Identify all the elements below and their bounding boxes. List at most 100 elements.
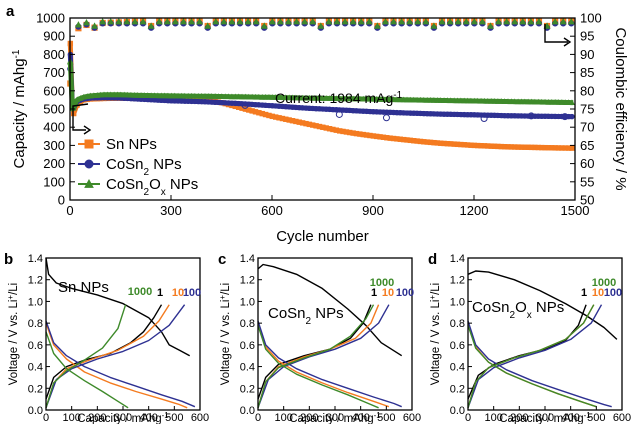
legend-marker-triangle bbox=[84, 178, 94, 188]
capacity-point-triangle bbox=[242, 93, 249, 100]
capacity-point-triangle bbox=[403, 96, 411, 103]
ce-point-triangle bbox=[414, 17, 422, 25]
arrow-left-axis bbox=[72, 103, 89, 131]
ce-point-triangle bbox=[357, 17, 365, 25]
capacity-point-triangle bbox=[215, 93, 222, 99]
capacity-point-triangle bbox=[212, 93, 219, 99]
ce-point-triangle bbox=[268, 17, 276, 25]
curve-discharge-cycle-1-d bbox=[467, 270, 618, 340]
y-axis-label-right-a: Coulombic efficiency / % bbox=[612, 27, 629, 190]
capacity-point-triangle bbox=[299, 94, 306, 101]
ce-point-triangle bbox=[559, 17, 567, 25]
ce-point-triangle bbox=[365, 17, 373, 25]
curve-discharge-cycle-100-c bbox=[257, 320, 402, 408]
ce-point-triangle bbox=[317, 22, 325, 29]
capacity-outlier bbox=[335, 110, 343, 118]
cycle-label-100-d: 100 bbox=[604, 287, 622, 299]
cycle-label-1000-b: 1000 bbox=[128, 286, 152, 298]
capacity-point-triangle bbox=[390, 96, 397, 102]
y-tick-label-left-a: 100 bbox=[43, 174, 65, 189]
curve-charge-cycle-1000-d bbox=[467, 304, 595, 408]
ce-point-triangle bbox=[83, 18, 90, 26]
material-label-b: Sn NPs bbox=[58, 279, 109, 296]
capacity-point-triangle bbox=[164, 92, 172, 99]
y-tick-label-b: 1.0 bbox=[28, 296, 43, 308]
cycle-label-1-d: 1 bbox=[581, 287, 587, 299]
capacity-point-triangle bbox=[339, 95, 347, 102]
y-tick-label-b: 0.6 bbox=[28, 340, 43, 352]
capacity-point-triangle bbox=[276, 94, 283, 100]
curve-discharge-cycle-10-c bbox=[257, 322, 390, 408]
capacity-point-triangle bbox=[484, 97, 491, 104]
capacity-point-triangle bbox=[279, 94, 286, 100]
capacity-point-triangle bbox=[269, 94, 276, 100]
capacity-point-triangle bbox=[117, 91, 124, 98]
capacity-point-triangle bbox=[407, 96, 414, 103]
capacity-point-triangle bbox=[232, 93, 239, 100]
y-tick-label-b: 0.0 bbox=[28, 405, 43, 417]
y-tick-label-right-a: 80 bbox=[580, 83, 594, 98]
x-tick-label-d: 400 bbox=[561, 412, 579, 424]
ce-point-triangle bbox=[503, 17, 511, 25]
x-tick-label-c: 400 bbox=[351, 412, 369, 424]
x-tick-label-b: 100 bbox=[62, 412, 80, 424]
capacity-point-triangle bbox=[245, 93, 252, 100]
y-tick-label-left-a: 400 bbox=[43, 120, 65, 135]
ce-point-triangle bbox=[244, 17, 252, 25]
legend-label: Sn NPs bbox=[106, 136, 157, 153]
ce-point-triangle bbox=[147, 22, 155, 29]
capacity-point-triangle bbox=[377, 96, 384, 102]
capacity-point-triangle bbox=[134, 92, 141, 98]
y-tick-label-left-a: 900 bbox=[43, 29, 65, 44]
capacity-outlier bbox=[561, 113, 569, 121]
capacity-point-triangle bbox=[538, 98, 545, 105]
capacity-point-triangle bbox=[461, 97, 468, 104]
cycle-label-10-b: 10 bbox=[172, 287, 184, 299]
capacity-point-triangle bbox=[541, 98, 549, 105]
ce-point-triangle bbox=[293, 17, 301, 25]
curve-discharge-cycle-100-d bbox=[467, 320, 612, 408]
y-tick-label-c: 1.4 bbox=[240, 253, 255, 265]
curve-charge-cycle-100-c bbox=[257, 304, 390, 409]
capacity-point-triangle bbox=[353, 95, 360, 102]
ce-point-triangle bbox=[74, 21, 82, 28]
y-tick-label-c: 0.2 bbox=[240, 383, 255, 395]
capacity-point-triangle bbox=[178, 92, 185, 99]
y-tick-label-b: 0.8 bbox=[28, 318, 43, 330]
capacity-point-triangle bbox=[535, 98, 542, 105]
y-tick-label-c: 1.0 bbox=[240, 296, 255, 308]
ce-point-triangle bbox=[301, 17, 309, 25]
capacity-point-triangle bbox=[195, 92, 202, 99]
capacity-point-triangle bbox=[555, 99, 562, 105]
capacity-point-triangle bbox=[252, 93, 259, 100]
x-axis-label-a: Cycle number bbox=[276, 228, 369, 245]
panel-letter-d: d bbox=[428, 251, 437, 268]
ce-point-triangle bbox=[390, 17, 397, 25]
capacity-point-triangle bbox=[430, 97, 437, 103]
x-tick-label-c: 0 bbox=[255, 412, 261, 424]
capacity-point-triangle bbox=[104, 91, 111, 98]
capacity-point-triangle bbox=[420, 96, 427, 103]
y-axis-label-c: Voltage / V vs. Li+/Li bbox=[218, 283, 233, 386]
ce-point-triangle bbox=[155, 17, 163, 25]
capacity-point-triangle bbox=[148, 92, 155, 98]
x-tick-label-b: 200 bbox=[88, 412, 106, 424]
x-tick-label-a: 600 bbox=[261, 203, 283, 218]
capacity-point-triangle bbox=[175, 92, 182, 99]
capacity-point-triangle bbox=[111, 91, 118, 98]
capacity-point-triangle bbox=[552, 99, 559, 105]
capacity-point-triangle bbox=[447, 97, 454, 103]
capacity-point-triangle bbox=[504, 98, 512, 104]
ce-point-triangle bbox=[99, 17, 107, 25]
capacity-point-triangle bbox=[464, 97, 471, 104]
x-tick-label-c: 500 bbox=[377, 412, 395, 424]
y-tick-label-right-a: 50 bbox=[580, 193, 594, 208]
ce-point-triangle bbox=[309, 17, 317, 25]
y-tick-label-left-a: 500 bbox=[43, 102, 65, 117]
x-tick-label-b: 600 bbox=[191, 412, 209, 424]
y-tick-label-left-a: 300 bbox=[43, 138, 65, 153]
ce-point-triangle bbox=[382, 17, 389, 25]
ce-point-triangle bbox=[543, 22, 551, 29]
capacity-point-triangle bbox=[309, 94, 316, 101]
capacity-point-triangle bbox=[397, 96, 404, 103]
